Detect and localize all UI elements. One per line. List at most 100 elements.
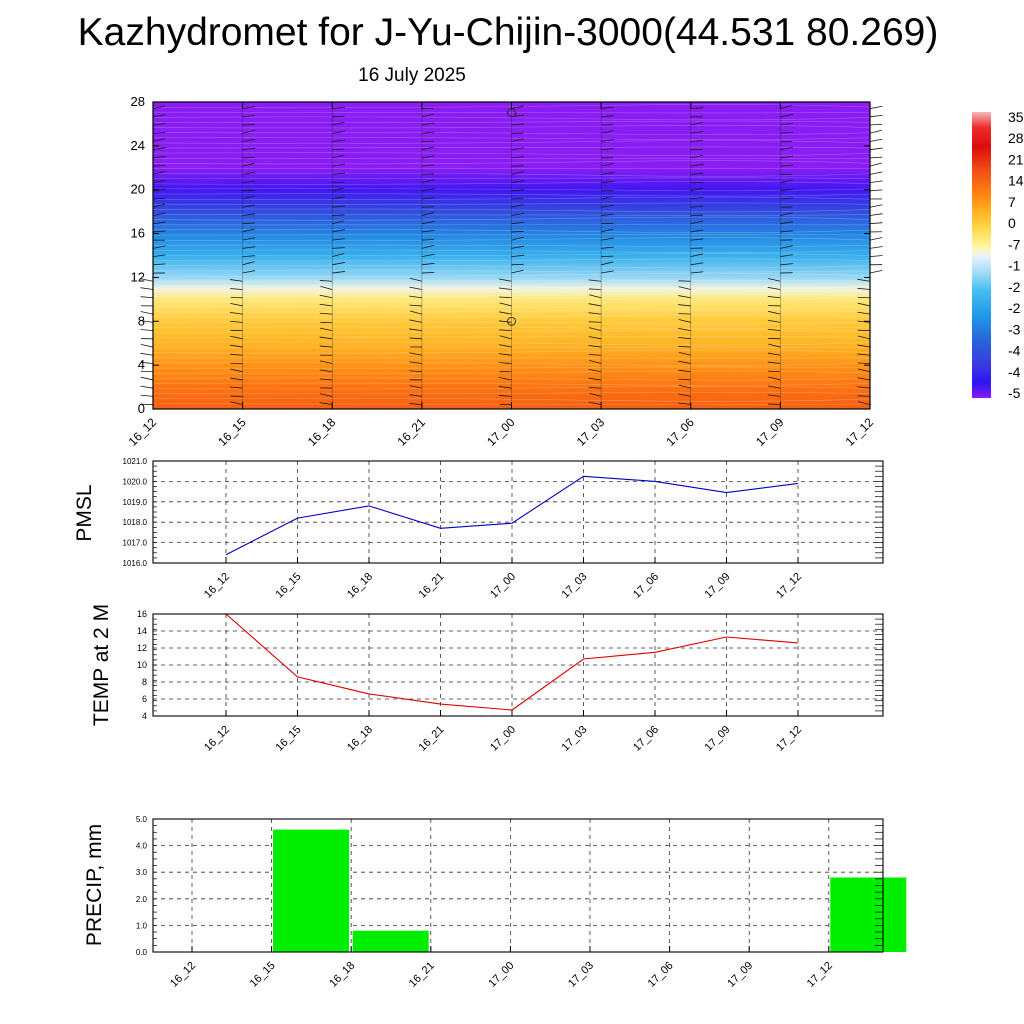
x-tick-label: 16_18 — [345, 724, 375, 754]
precip-bar — [273, 829, 350, 952]
wind-barb — [332, 187, 345, 192]
wind-barb — [768, 403, 781, 406]
x-tick-label: 17_12 — [774, 724, 804, 754]
wind-barb — [767, 328, 781, 332]
y-tick-label: 1021.0 — [123, 457, 148, 466]
x-tick-label: 16_12 — [202, 724, 232, 754]
wind-barb — [242, 246, 256, 249]
wind-barb — [409, 370, 422, 373]
wind-barb — [242, 261, 255, 266]
wind-barb — [140, 343, 154, 348]
wind-barb — [690, 262, 704, 266]
wind-barbs — [140, 102, 883, 409]
contour-line — [152, 249, 871, 253]
wind-barb — [768, 310, 781, 315]
wind-barb — [152, 254, 166, 257]
wind-barb — [421, 113, 435, 118]
wind-barb — [857, 401, 871, 406]
contour-line — [152, 366, 871, 369]
wind-barb — [857, 335, 871, 340]
wind-barb — [857, 386, 871, 389]
x-tick-label: 16_21 — [417, 724, 447, 754]
height-tick-label: 4 — [138, 357, 145, 372]
x-tick-label: 17_09 — [725, 960, 755, 990]
wind-barb — [332, 130, 345, 134]
wind-barb — [332, 106, 345, 109]
colorbar-strip — [972, 112, 991, 398]
wind-barb — [690, 140, 704, 142]
wind-barb — [588, 377, 602, 381]
wind-barb — [767, 296, 781, 299]
pmsl-panel: 1016.0 1017.0 1018.0 1019.0 1020.0 1021.0 16_1… — [73, 457, 884, 601]
wind-barb — [601, 228, 614, 233]
wind-barb — [499, 302, 512, 307]
wind-barb — [869, 237, 883, 241]
wind-barb — [588, 321, 602, 323]
wind-barb — [678, 336, 691, 340]
wind-barb — [511, 263, 524, 266]
wind-barb — [869, 129, 883, 134]
wind-barb — [601, 181, 614, 183]
contour-line — [152, 140, 871, 144]
wind-barb — [678, 346, 691, 348]
contour-line — [152, 193, 871, 197]
colorbar-label: -2 — [1008, 300, 1021, 316]
x-tick-label: 16_15 — [274, 571, 304, 601]
wind-barb — [319, 378, 333, 381]
contour-line — [152, 326, 871, 329]
wind-barb — [588, 279, 602, 282]
wind-barb — [588, 288, 602, 290]
height-tick-label: 28 — [131, 94, 145, 109]
x-tick-label: 17_06 — [631, 724, 661, 754]
wind-barb — [229, 344, 243, 348]
wind-barb — [869, 123, 883, 126]
colorbar-label: -4 — [1008, 343, 1021, 359]
wind-barb — [421, 245, 434, 249]
calm-circle — [507, 316, 516, 326]
wind-barb — [152, 188, 166, 192]
wind-barb — [332, 181, 345, 183]
wind-barb — [140, 311, 154, 315]
wind-barb — [242, 106, 256, 109]
y-tick-label: 6 — [142, 694, 147, 704]
wind-barb — [511, 123, 525, 126]
colorbar-label: 7 — [1008, 194, 1016, 210]
contour-line — [152, 152, 871, 157]
cross-section-panel: 0 4 8 12 16 20 24 28 16_12 16_15 16_18 16_21 17_00 1… — [126, 94, 883, 449]
contour-line — [152, 216, 871, 221]
wind-barb — [511, 269, 524, 274]
wind-barb — [332, 205, 345, 208]
wind-barb — [498, 278, 512, 282]
wind-barb — [589, 360, 602, 364]
wind-barb — [780, 113, 793, 118]
wind-barb — [140, 394, 154, 397]
wind-barb — [780, 212, 793, 216]
wind-barb — [242, 228, 255, 233]
colorbar: 35 28 21 14 7 0 -7 -1 -2 -2 -3 -4 -4 -5 — [972, 109, 1024, 401]
colorbar-label: 0 — [1008, 215, 1016, 231]
wind-barb — [511, 221, 525, 225]
wind-barb — [588, 401, 602, 406]
wind-barb — [857, 278, 871, 282]
x-tick-label: 16_15 — [248, 960, 278, 990]
y-tick-label: 1.0 — [136, 921, 148, 930]
wind-barb — [511, 236, 524, 241]
pmsl-frame — [152, 460, 884, 564]
wind-barb — [499, 335, 512, 340]
wind-barb — [140, 278, 154, 282]
wind-barb — [230, 303, 243, 307]
x-tick-label: 16_21 — [407, 960, 437, 990]
wind-barb — [230, 335, 243, 340]
wind-barb — [319, 360, 333, 364]
wind-barb — [421, 212, 435, 216]
contour-line — [152, 214, 871, 216]
time-tick-label: 16_15 — [215, 415, 249, 449]
wind-barb — [152, 203, 165, 208]
wind-barb — [332, 229, 345, 233]
wind-barb — [152, 221, 166, 225]
contour-line — [152, 120, 871, 124]
wind-barb — [409, 304, 422, 307]
wind-barb — [511, 105, 524, 109]
wind-barb — [678, 360, 691, 364]
contour-line — [152, 104, 871, 108]
